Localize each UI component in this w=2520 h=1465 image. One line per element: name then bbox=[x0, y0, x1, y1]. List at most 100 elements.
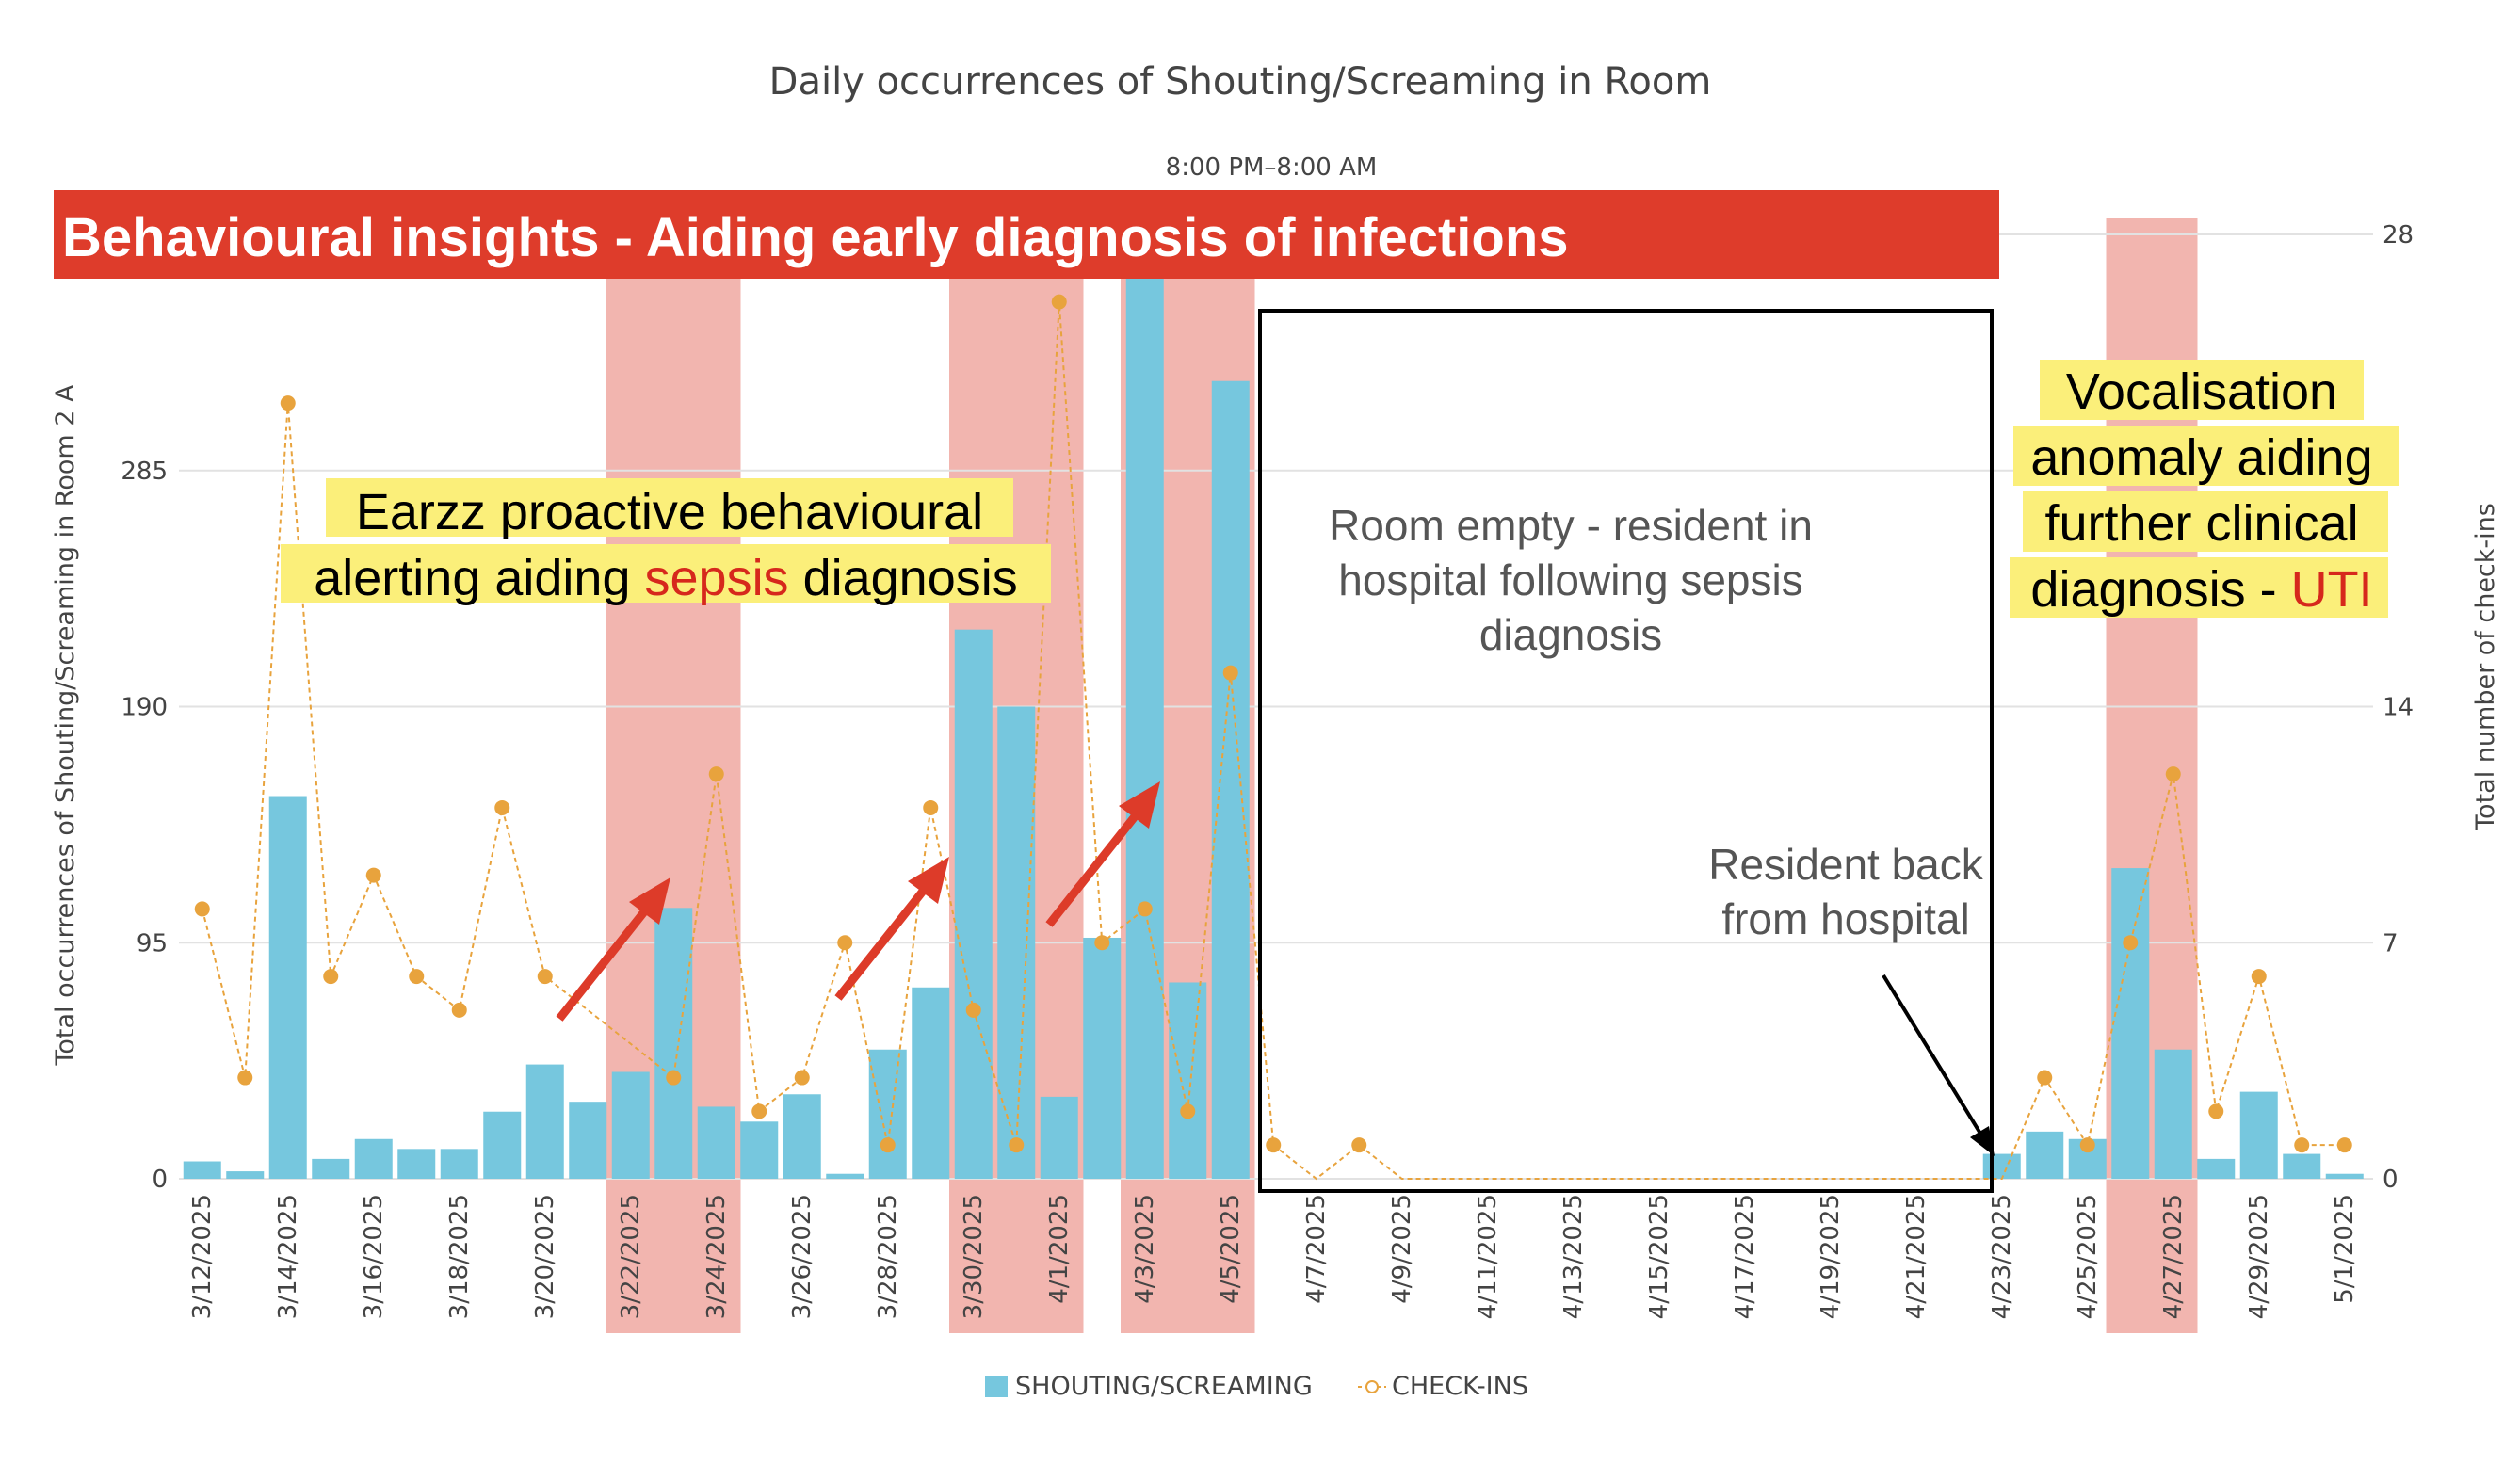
x-tick-4/11/2025: 4/11/2025 bbox=[1474, 1194, 1502, 1319]
bar-3/13/2025 bbox=[226, 1171, 265, 1179]
uti-word: UTI bbox=[2291, 561, 2373, 618]
bar-3/17/2025 bbox=[397, 1149, 436, 1179]
line-checkins bbox=[194, 294, 2352, 1181]
x-tick-4/9/2025: 4/9/2025 bbox=[1388, 1194, 1416, 1304]
bars-shouting bbox=[183, 234, 2364, 1179]
sepsis-line2-a: alerting aiding bbox=[314, 550, 644, 606]
checkins-point-4/6/2025 bbox=[1266, 1137, 1282, 1153]
uti-highlight-4 bbox=[2010, 557, 2388, 618]
uti-line2: anomaly aiding bbox=[2030, 429, 2372, 486]
legend-swatch-shouting bbox=[985, 1376, 1008, 1397]
y-tick-190: 190 bbox=[121, 694, 168, 722]
checkins-point-3/18/2025 bbox=[451, 1002, 467, 1018]
x-tick-3/30/2025: 3/30/2025 bbox=[960, 1194, 988, 1319]
checkins-point-3/25/2025 bbox=[751, 1103, 767, 1119]
bar-3/19/2025 bbox=[483, 1111, 522, 1179]
bar-4/5/2025 bbox=[1211, 380, 1250, 1179]
bar-3/30/2025 bbox=[954, 629, 993, 1179]
bar-3/26/2025 bbox=[783, 1094, 821, 1179]
sepsis-line2-c: diagnosis bbox=[789, 550, 1018, 606]
y2-tick-14: 14 bbox=[2383, 694, 2414, 722]
sepsis-line2: alerting aiding sepsis diagnosis bbox=[314, 550, 1017, 606]
banner-text: Behavioural insights - Aiding early diag… bbox=[62, 207, 1569, 268]
y-tick-95: 95 bbox=[137, 929, 168, 958]
bar-3/22/2025 bbox=[611, 1071, 650, 1179]
resident-back-arrow bbox=[1882, 974, 1987, 1143]
checkins-point-4/4/2025 bbox=[1180, 1103, 1196, 1119]
x-tick-4/23/2025: 4/23/2025 bbox=[1988, 1194, 2016, 1319]
uti-line4: diagnosis - UTI bbox=[2030, 561, 2372, 618]
checkins-point-4/30/2025 bbox=[2294, 1137, 2310, 1153]
x-tick-5/1/2025: 5/1/2025 bbox=[2331, 1194, 2359, 1304]
uti-highlight-3 bbox=[2023, 491, 2388, 552]
bar-3/16/2025 bbox=[354, 1138, 393, 1179]
uti-line3: further clinical bbox=[2044, 495, 2358, 552]
checkins-point-3/30/2025 bbox=[965, 1002, 981, 1018]
bar-4/23/2025 bbox=[1982, 1153, 2021, 1179]
sepsis-line1: Earzz proactive behavioural bbox=[356, 484, 983, 540]
checkins-point-3/15/2025 bbox=[323, 969, 339, 985]
bar-3/25/2025 bbox=[740, 1121, 779, 1179]
bar-4/27/2025 bbox=[2154, 1049, 2192, 1179]
x-tick-3/18/2025: 3/18/2025 bbox=[445, 1194, 474, 1319]
x-tick-3/26/2025: 3/26/2025 bbox=[788, 1194, 816, 1319]
red-arrow-3 bbox=[1045, 781, 1160, 927]
x-tick-4/5/2025: 4/5/2025 bbox=[1217, 1194, 1245, 1304]
checkins-point-4/24/2025 bbox=[2037, 1070, 2053, 1086]
x-tick-3/16/2025: 3/16/2025 bbox=[360, 1194, 388, 1319]
checkins-point-3/19/2025 bbox=[494, 799, 510, 815]
checkins-point-4/1/2025 bbox=[1051, 294, 1067, 310]
x-tick-4/15/2025: 4/15/2025 bbox=[1645, 1194, 1673, 1319]
y-axis-label: Total occurrences of Shouting/Screaming … bbox=[51, 384, 80, 1067]
checkins-point-3/20/2025 bbox=[537, 969, 553, 985]
room-empty-line2: hospital following sepsis bbox=[1338, 555, 1803, 604]
checkins-point-3/14/2025 bbox=[280, 395, 296, 411]
red-arrow-2 bbox=[834, 857, 949, 1001]
x-tick-4/27/2025: 4/27/2025 bbox=[2159, 1194, 2188, 1319]
bar-4/30/2025 bbox=[2283, 1153, 2321, 1179]
bar-3/24/2025 bbox=[697, 1106, 735, 1179]
x-tick-4/21/2025: 4/21/2025 bbox=[1902, 1194, 1930, 1319]
x-tick-4/1/2025: 4/1/2025 bbox=[1045, 1194, 1074, 1304]
resident-back-line1: Resident back bbox=[1708, 840, 1983, 889]
bar-3/21/2025 bbox=[569, 1102, 607, 1179]
x-tick-3/20/2025: 3/20/2025 bbox=[531, 1194, 559, 1319]
checkins-point-4/27/2025 bbox=[2165, 766, 2181, 782]
x-tick-4/29/2025: 4/29/2025 bbox=[2245, 1194, 2273, 1319]
bar-3/20/2025 bbox=[525, 1064, 564, 1179]
bar-3/27/2025 bbox=[826, 1173, 864, 1179]
banner-background bbox=[54, 190, 1999, 279]
checkins-point-3/23/2025 bbox=[666, 1070, 682, 1086]
bar-3/29/2025 bbox=[912, 987, 950, 1179]
x-tick-4/25/2025: 4/25/2025 bbox=[2074, 1194, 2102, 1319]
checkins-point-4/3/2025 bbox=[1137, 901, 1153, 917]
checkins-point-5/1/2025 bbox=[2336, 1137, 2352, 1153]
bar-3/31/2025 bbox=[997, 706, 1036, 1179]
legend: SHOUTING/SCREAMING CHECK-INS bbox=[985, 1372, 1528, 1401]
checkins-point-3/31/2025 bbox=[1009, 1137, 1025, 1153]
checkins-point-4/28/2025 bbox=[2208, 1103, 2224, 1119]
checkins-point-3/17/2025 bbox=[409, 969, 425, 985]
bar-4/2/2025 bbox=[1083, 937, 1122, 1179]
resident-back-arrowhead bbox=[1970, 1126, 1995, 1156]
bar-4/29/2025 bbox=[2239, 1091, 2278, 1179]
checkins-point-4/5/2025 bbox=[1222, 665, 1238, 681]
bar-3/18/2025 bbox=[440, 1149, 478, 1179]
resident-back-line2: from hospital bbox=[1721, 894, 1969, 943]
sepsis-highlight-2 bbox=[281, 544, 1051, 603]
y2-axis-label: Total number of check-ins bbox=[2471, 503, 2500, 831]
room-empty-line1: Room empty - resident in bbox=[1329, 501, 1813, 550]
bar-4/3/2025 bbox=[1125, 234, 1164, 1179]
legend-label-checkins: CHECK-INS bbox=[1392, 1372, 1528, 1401]
x-tick-4/3/2025: 4/3/2025 bbox=[1131, 1194, 1159, 1304]
x-tick-3/24/2025: 3/24/2025 bbox=[703, 1194, 731, 1319]
x-ticks: 3/12/2025 3/14/2025 3/16/2025 3/18/2025 3/20… bbox=[188, 1194, 2359, 1319]
checkins-point-3/28/2025 bbox=[880, 1137, 896, 1153]
checkins-point-3/29/2025 bbox=[923, 799, 939, 815]
bar-3/15/2025 bbox=[312, 1158, 350, 1179]
chart-subtitle: 8:00 PM–8:00 AM bbox=[1166, 153, 1378, 182]
bar-4/26/2025 bbox=[2111, 868, 2150, 1179]
checkins-point-3/27/2025 bbox=[837, 935, 853, 951]
uti-line4-a: diagnosis - bbox=[2030, 561, 2290, 618]
